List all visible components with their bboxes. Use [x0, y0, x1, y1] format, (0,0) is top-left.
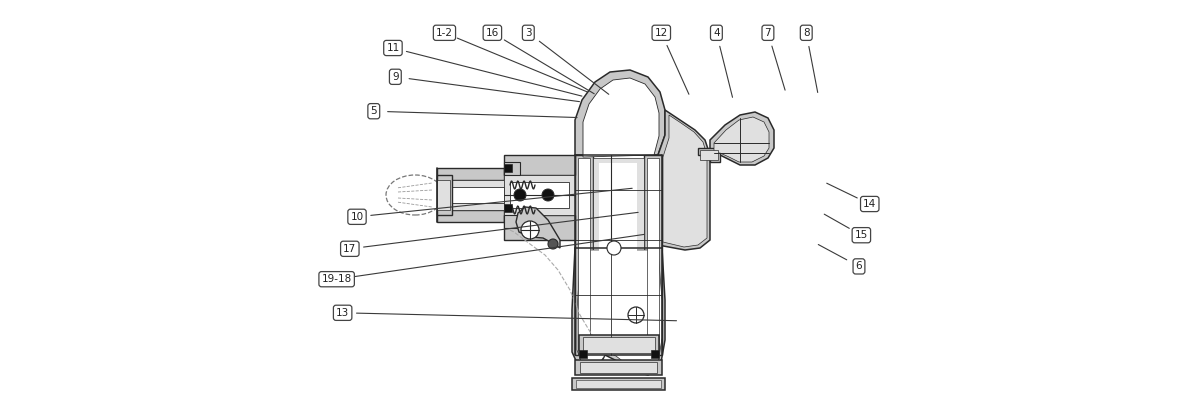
Text: 16: 16 [485, 28, 500, 38]
Bar [580, 362, 657, 373]
Polygon shape [437, 187, 504, 203]
Bar [583, 337, 655, 353]
Polygon shape [437, 210, 504, 222]
Text: 13: 13 [335, 308, 350, 318]
Bar [504, 164, 512, 172]
Text: 5: 5 [370, 106, 377, 116]
Bar [647, 158, 659, 350]
Polygon shape [577, 250, 662, 371]
Polygon shape [504, 215, 575, 240]
Polygon shape [583, 78, 659, 157]
Text: 8: 8 [803, 28, 810, 38]
Text: 4: 4 [713, 28, 720, 38]
Bar [579, 350, 587, 358]
Text: 15: 15 [854, 230, 869, 240]
Text: 17: 17 [343, 244, 357, 254]
Text: 9: 9 [392, 72, 399, 82]
Bar [571, 378, 665, 390]
Bar [504, 204, 512, 212]
Text: 14: 14 [863, 199, 877, 209]
Text: 3: 3 [525, 28, 532, 38]
Polygon shape [437, 168, 504, 180]
Polygon shape [504, 162, 520, 175]
Polygon shape [714, 117, 769, 162]
Polygon shape [510, 182, 569, 208]
Bar [576, 380, 661, 388]
Bar [599, 163, 637, 347]
Text: 6: 6 [855, 262, 863, 271]
Bar [579, 335, 659, 355]
Text: 10: 10 [351, 212, 363, 222]
Polygon shape [437, 180, 504, 210]
Text: 19-18: 19-18 [321, 274, 352, 284]
Polygon shape [698, 148, 720, 162]
Polygon shape [437, 175, 452, 215]
Polygon shape [710, 112, 774, 165]
Polygon shape [571, 248, 665, 375]
Text: 7: 7 [764, 28, 772, 38]
Polygon shape [700, 150, 718, 160]
Circle shape [514, 189, 526, 201]
Circle shape [547, 239, 558, 249]
Circle shape [541, 189, 553, 201]
Bar [645, 155, 662, 355]
Polygon shape [575, 70, 665, 155]
Text: 12: 12 [654, 28, 668, 38]
Bar [575, 360, 662, 375]
Circle shape [607, 241, 621, 255]
Polygon shape [516, 207, 559, 248]
Bar [593, 158, 645, 352]
Bar [651, 350, 659, 358]
Text: 11: 11 [386, 43, 400, 53]
Polygon shape [662, 115, 707, 247]
Text: 1-2: 1-2 [436, 28, 453, 38]
Polygon shape [437, 180, 450, 210]
Circle shape [628, 307, 645, 323]
Polygon shape [504, 155, 575, 175]
Circle shape [521, 221, 539, 239]
Polygon shape [504, 175, 575, 215]
Polygon shape [658, 110, 710, 250]
Bar [577, 158, 589, 350]
Bar [575, 155, 593, 355]
Polygon shape [504, 215, 520, 228]
